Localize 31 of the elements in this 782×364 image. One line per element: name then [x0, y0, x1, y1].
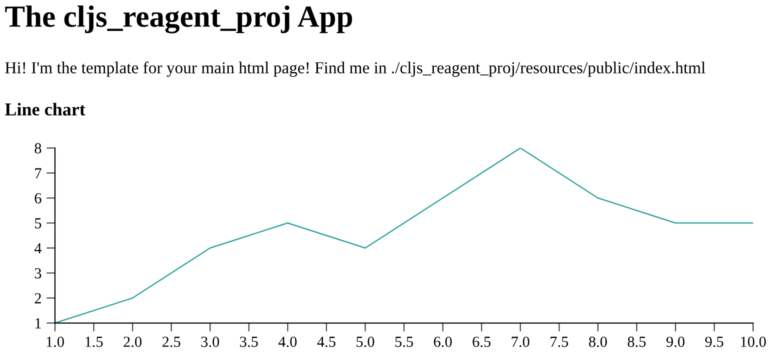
y-tick-label: 4	[34, 243, 42, 254]
x-tick-label: 6.0	[434, 336, 452, 348]
y-tick-label: 1	[35, 318, 41, 328]
y-tick-label: 5	[35, 218, 42, 228]
x-tick-label: 7.5	[550, 336, 568, 348]
chart-subtitle: Hi! I'm the template for your main html page! Find me in ./cljs_reagent_proj/resources/public/index.html	[5, 61, 706, 77]
x-tick-label: 8.5	[628, 336, 646, 348]
chart-title: The cljs_reagent_proj App	[5, 5, 352, 34]
y-tick-label: 6	[34, 193, 42, 204]
y-tick-label: 7	[35, 168, 42, 178]
x-tick-label: 4.0	[278, 336, 297, 348]
x-tick-label: 1.5	[86, 336, 103, 348]
x-tick-label: 4.5	[317, 336, 336, 348]
x-tick-label: 1.0	[46, 336, 64, 348]
x-tick-label: 7.0	[512, 336, 530, 348]
y-tick-label: 3	[34, 268, 42, 278]
line-series	[54, 148, 754, 324]
x-tick-label: 2.5	[162, 336, 180, 348]
x-tick-label: 5.0	[356, 336, 374, 348]
x-tick-label: 10.0	[741, 336, 766, 348]
x-tick-label: 6.5	[472, 336, 491, 348]
text: Line chart	[5, 102, 86, 116]
y-tick-label: 8	[34, 143, 42, 154]
x-tick-label: 8.0	[588, 336, 607, 348]
x-tick-label: 3.0	[201, 336, 220, 348]
y-tick-label: 2	[34, 293, 41, 304]
x-tick-label: 9.0	[666, 336, 684, 348]
x-tick-label: 5.5	[395, 336, 413, 348]
x-tick-label: 2.0	[124, 336, 142, 348]
x-tick-label: 3.5	[240, 336, 258, 348]
x-tick-label: 9.5	[705, 336, 724, 348]
